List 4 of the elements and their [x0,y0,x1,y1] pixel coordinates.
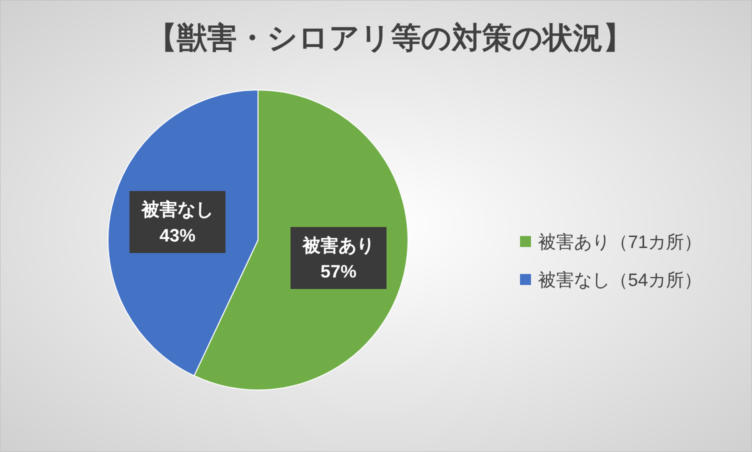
title: 【獣害・シロアリ等の対策の状況】 [147,22,633,55]
legend: 被害あり（71カ所） 被害なし（54カ所） [520,232,702,290]
legend-label: 被害なし（54カ所） [538,270,702,290]
slice-label: 被害あり（71カ所） [538,232,702,252]
